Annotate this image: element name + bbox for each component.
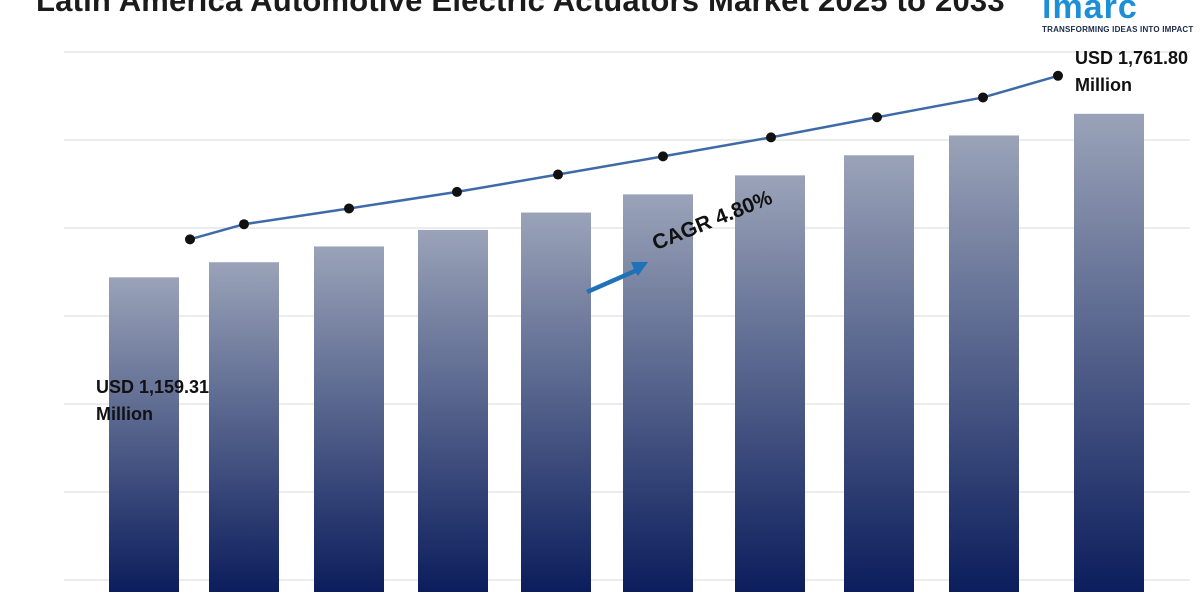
logo-wordmark: imarc (1042, 0, 1138, 26)
bars (109, 113, 1144, 593)
trend-point-4 (553, 169, 563, 180)
bar-5 (623, 194, 693, 592)
trend-point-9 (1053, 70, 1063, 81)
logo-tagline: TRANSFORMING IDEAS INTO IMPACT (1042, 25, 1194, 34)
trend-point-7 (872, 112, 882, 123)
start-unit-label: Million (96, 404, 153, 424)
bar-3 (418, 229, 488, 592)
trend-point-2 (344, 203, 354, 214)
bar-2 (314, 246, 384, 592)
bar-0 (109, 277, 179, 592)
start-value-label: USD 1,159.31 (96, 377, 210, 397)
trend-line-group (185, 70, 1063, 245)
end-unit-label: Million (1075, 75, 1132, 95)
end-value-label: USD 1,761.80 (1075, 48, 1189, 68)
trend-point-6 (766, 132, 776, 143)
bar-7 (844, 155, 914, 592)
trend-line (189, 74, 1059, 241)
bar-1 (209, 262, 279, 592)
chart-title: Latin America Automotive Electric Actuat… (36, 0, 1005, 18)
end-value-annotation: USD 1,761.80 Million (1075, 45, 1188, 99)
trend-point-3 (452, 186, 462, 197)
bar-6 (735, 175, 805, 592)
bar-4 (521, 212, 591, 593)
trend-point-0 (185, 234, 195, 245)
bar-9 (1074, 113, 1144, 592)
imarc-logo: imarc TRANSFORMING IDEAS INTO IMPACT (1040, 0, 1194, 40)
trend-point-5 (658, 151, 668, 162)
bar-8 (949, 135, 1019, 592)
cagr-arrow-icon (586, 262, 648, 294)
trend-point-8 (978, 92, 988, 103)
start-value-annotation: USD 1,159.31 Million (96, 374, 209, 428)
trend-point-1 (239, 219, 249, 230)
